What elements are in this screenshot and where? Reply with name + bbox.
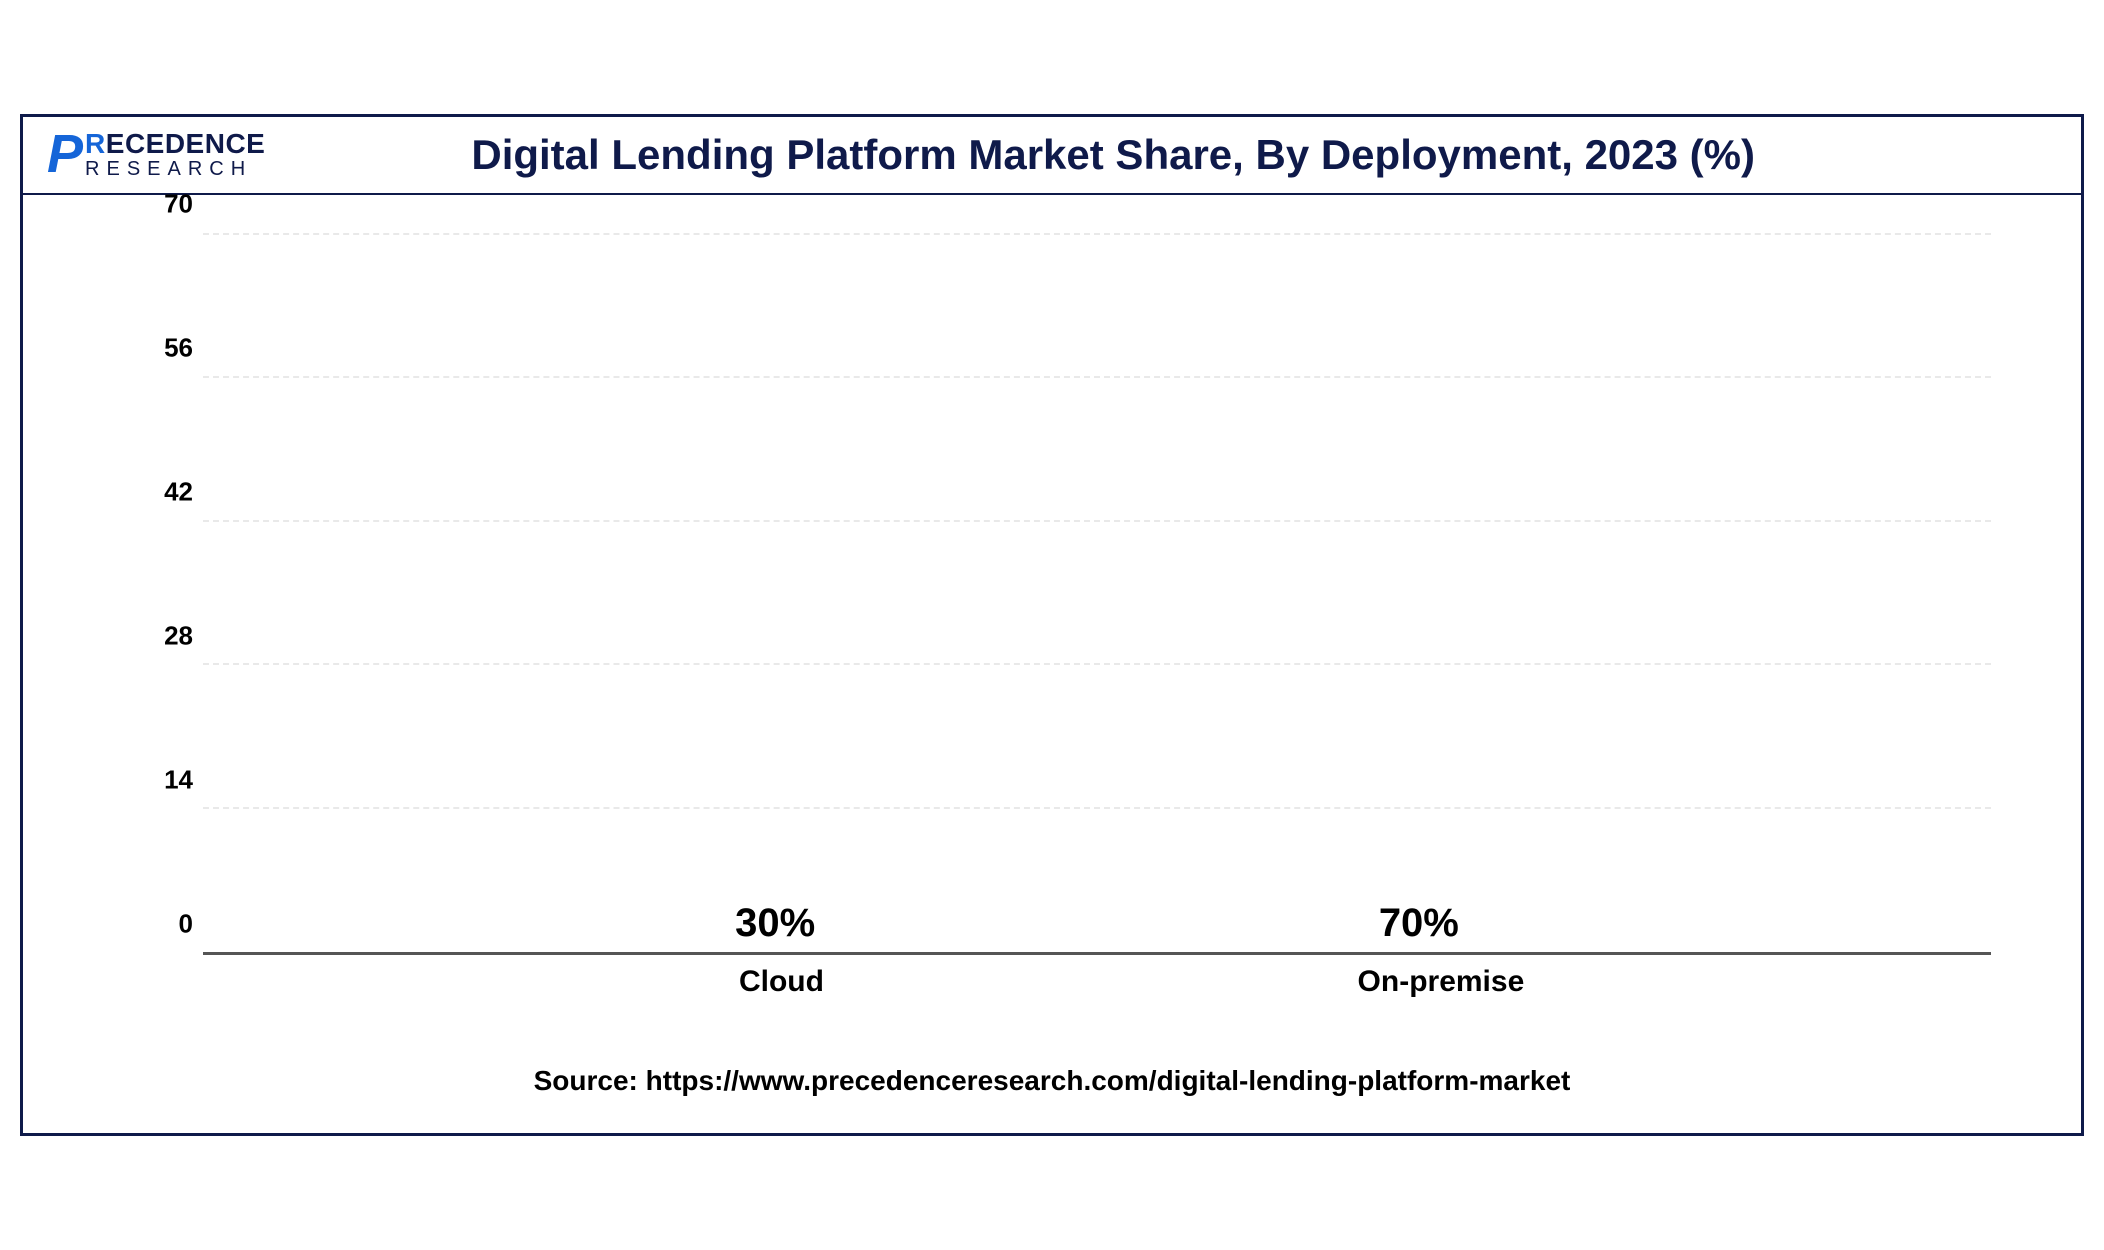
source-citation: Source: https://www.precedenceresearch.c… [23,1045,2081,1133]
x-axis: Cloud On-premise [203,955,1991,1015]
bar-value-0: 30% [735,901,815,946]
plot: 0 14 28 42 56 70 30% [113,235,1991,1015]
chart-area: 0 14 28 42 56 70 30% [23,195,2081,1045]
bar-group-1: 70% [1364,901,1474,952]
logo-mark-icon: P [47,133,81,176]
y-tick-5: 70 [164,189,193,220]
logo-r: R [85,128,106,159]
y-tick-4: 56 [164,333,193,364]
bars-container: 30% 70% [203,235,1991,952]
y-tick-0: 0 [179,909,193,940]
header: P RECEDENCE RESEARCH Digital Lending Pla… [23,117,2081,195]
y-tick-2: 28 [164,621,193,652]
y-tick-1: 14 [164,765,193,796]
y-tick-3: 42 [164,477,193,508]
chart-frame: P RECEDENCE RESEARCH Digital Lending Pla… [20,114,2084,1136]
bar-value-1: 70% [1379,901,1459,946]
x-label-0: Cloud [726,955,836,999]
logo-line2: RESEARCH [85,160,265,179]
chart-title: Digital Lending Platform Market Share, B… [289,131,2057,179]
y-axis: 0 14 28 42 56 70 [113,235,203,955]
plot-box: 30% 70% [203,235,1991,955]
logo-rest: ECEDENCE [106,128,266,159]
logo-text: RECEDENCE RESEARCH [85,131,265,179]
brand-logo: P RECEDENCE RESEARCH [47,131,265,179]
bar-group-0: 30% [720,901,830,952]
x-label-1: On-premise [1358,955,1468,999]
logo-line1: RECEDENCE [85,131,265,158]
